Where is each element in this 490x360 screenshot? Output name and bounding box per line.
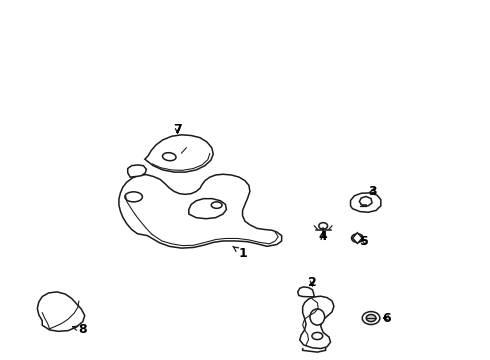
Polygon shape [359, 197, 372, 206]
Circle shape [362, 312, 380, 324]
Polygon shape [189, 199, 226, 219]
Polygon shape [128, 165, 147, 177]
Ellipse shape [163, 153, 176, 161]
Text: 8: 8 [73, 323, 87, 336]
Circle shape [319, 223, 328, 229]
Ellipse shape [310, 309, 325, 325]
Polygon shape [300, 296, 334, 348]
Polygon shape [145, 135, 213, 172]
Text: 1: 1 [233, 247, 247, 260]
Text: 3: 3 [368, 185, 376, 198]
Polygon shape [350, 193, 381, 212]
Circle shape [366, 315, 376, 321]
Text: 2: 2 [308, 276, 317, 289]
Text: 6: 6 [382, 311, 391, 325]
Polygon shape [352, 233, 362, 243]
Ellipse shape [211, 202, 222, 208]
Polygon shape [298, 287, 315, 297]
Polygon shape [119, 174, 282, 248]
Circle shape [351, 234, 363, 242]
Polygon shape [37, 292, 85, 331]
Text: 5: 5 [360, 235, 369, 248]
Text: 4: 4 [319, 230, 327, 243]
Text: 7: 7 [173, 122, 182, 136]
Ellipse shape [125, 192, 143, 202]
Ellipse shape [312, 332, 323, 339]
